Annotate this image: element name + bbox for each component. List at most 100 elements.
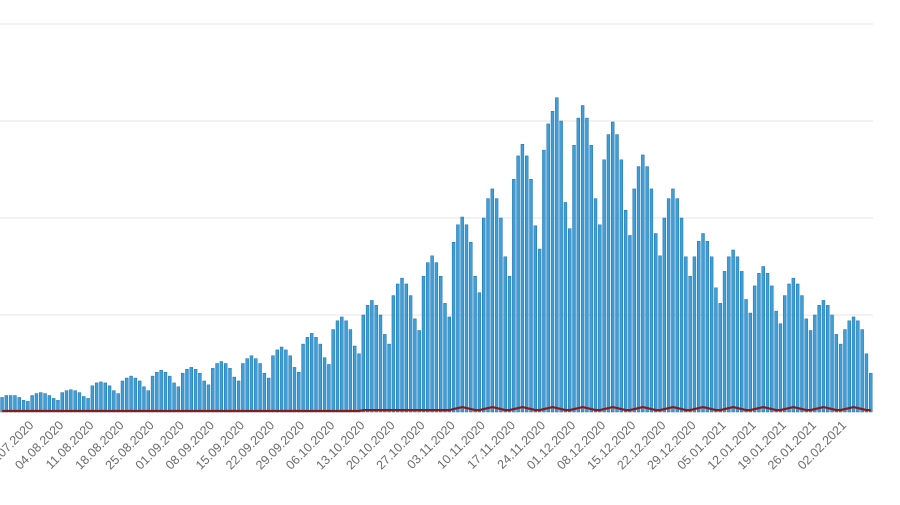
bar (146, 390, 150, 413)
bar (705, 241, 710, 413)
bar (774, 310, 778, 413)
bar (817, 305, 821, 413)
bar (563, 202, 568, 413)
line-series-path (2, 405, 871, 413)
bar (499, 217, 503, 413)
bar (189, 367, 193, 413)
bar (305, 337, 310, 413)
bar (555, 97, 559, 413)
bar (654, 233, 658, 413)
bar (662, 217, 667, 413)
bar (701, 233, 705, 413)
bar (615, 134, 619, 413)
bar (223, 363, 228, 413)
bar (456, 224, 460, 413)
bar (125, 377, 129, 413)
bar (408, 295, 413, 413)
bar (361, 314, 365, 413)
bar (34, 393, 39, 413)
bar (486, 198, 490, 413)
bar (254, 358, 258, 413)
bar (64, 390, 69, 413)
line-series (2, 405, 871, 413)
bar (228, 368, 232, 413)
bar (60, 392, 64, 413)
bar (576, 117, 581, 413)
bar (692, 256, 697, 413)
bar (800, 295, 804, 413)
bar (365, 305, 370, 413)
bar (73, 390, 77, 413)
bar (830, 314, 834, 413)
bar (387, 343, 391, 413)
bar (477, 292, 482, 413)
bar (533, 225, 538, 413)
bar (611, 121, 615, 413)
bar (860, 329, 864, 413)
bar (322, 357, 327, 413)
bar (697, 241, 701, 413)
bar (413, 318, 417, 413)
bar (13, 395, 17, 413)
bar (150, 375, 155, 413)
bar (826, 305, 830, 413)
bar (598, 224, 602, 413)
bar (357, 353, 361, 413)
bar (335, 320, 340, 413)
bar (795, 283, 800, 413)
bar (236, 380, 241, 413)
bar (258, 363, 262, 413)
bar (658, 255, 662, 413)
bar (851, 316, 856, 413)
bar (288, 355, 292, 413)
bar (593, 198, 598, 413)
bar (735, 256, 740, 413)
bar (718, 303, 722, 413)
bar (525, 155, 529, 413)
bar (206, 384, 211, 413)
bar (159, 370, 163, 413)
bar (8, 395, 13, 413)
bar (494, 198, 499, 413)
bar (434, 262, 439, 413)
bar (619, 159, 624, 413)
bar (400, 277, 404, 413)
bar (176, 386, 181, 413)
bar (202, 380, 206, 413)
bar (516, 155, 520, 413)
bar (120, 380, 125, 413)
bar (512, 178, 516, 413)
bar (47, 395, 52, 413)
bar (232, 376, 236, 413)
bar (370, 300, 374, 413)
bar (318, 343, 322, 413)
bar (103, 382, 107, 413)
bar (602, 159, 606, 413)
bar (740, 271, 744, 413)
bar (623, 209, 628, 413)
x-axis-tick-labels: 28.07.202004.08.202011.08.202018.08.2020… (0, 418, 849, 472)
bar (503, 256, 507, 413)
bar (211, 368, 215, 413)
bar (666, 198, 671, 413)
bar (869, 372, 873, 413)
bar (632, 188, 636, 413)
bar (0, 397, 4, 413)
bar (469, 242, 473, 413)
bar (804, 318, 808, 413)
bar (834, 334, 839, 413)
bar (266, 377, 271, 413)
bar (443, 303, 447, 413)
bar (606, 134, 611, 413)
bar (675, 198, 679, 413)
bar (529, 178, 533, 413)
bar (507, 275, 512, 413)
bar (709, 256, 714, 413)
bar (580, 105, 585, 413)
bar (636, 166, 641, 413)
bar-series (0, 97, 873, 413)
bar (301, 343, 305, 413)
bar (838, 343, 843, 413)
bar (172, 382, 176, 413)
bar (180, 372, 185, 413)
